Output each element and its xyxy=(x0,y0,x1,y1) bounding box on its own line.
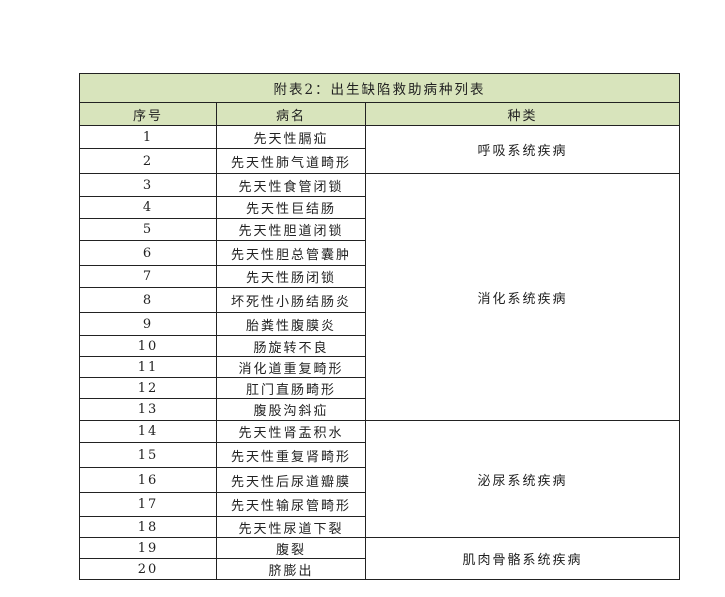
disease-name: 先天性胆总管囊肿 xyxy=(216,240,366,266)
disease-name: 胎粪性腹膜炎 xyxy=(216,312,366,336)
table-row: 3 先天性食管闭锁 消化系统疾病 xyxy=(79,173,680,421)
disease-category: 消化系统疾病 xyxy=(365,173,680,421)
table-row: 4 先天性巨结肠 xyxy=(79,196,680,219)
table-row: 20 脐膨出 xyxy=(79,558,680,580)
disease-name: 消化道重复畸形 xyxy=(216,356,366,378)
header-disease-name: 病名 xyxy=(216,102,366,126)
table-title: 附表2：出生缺陷救助病种列表 xyxy=(79,73,680,103)
disease-category: 呼吸系统疾病 xyxy=(365,125,680,174)
disease-name: 脐膨出 xyxy=(216,558,366,580)
disease-name: 先天性尿道下裂 xyxy=(216,516,366,538)
table-row: 6 先天性胆总管囊肿 xyxy=(79,240,680,266)
row-number: 16 xyxy=(79,467,217,493)
table-row: 17 先天性输尿管畸形 xyxy=(79,492,680,517)
row-number: 6 xyxy=(79,240,217,266)
table-row: 9 胎粪性腹膜炎 xyxy=(79,312,680,336)
row-number: 15 xyxy=(79,442,217,468)
disease-name: 肛门直肠畸形 xyxy=(216,377,366,399)
disease-table: 附表2：出生缺陷救助病种列表 序号 病名 种类 1 先天性膈疝 呼吸系统疾病 2 先天性… xyxy=(79,73,680,580)
table-row: 7 先天性肠闭锁 xyxy=(79,265,680,288)
disease-name: 先天性肺气道畸形 xyxy=(216,148,366,174)
header-category: 种类 xyxy=(365,102,680,126)
disease-category: 肌肉骨骼系统疾病 xyxy=(365,537,680,580)
disease-name: 先天性食管闭锁 xyxy=(216,173,366,197)
disease-name: 先天性后尿道瓣膜 xyxy=(216,467,366,493)
disease-name: 先天性巨结肠 xyxy=(216,196,366,219)
header-number: 序号 xyxy=(79,102,217,126)
row-number: 11 xyxy=(79,356,217,378)
row-number: 18 xyxy=(79,516,217,538)
table-row: 19 腹裂 肌肉骨骼系统疾病 xyxy=(79,537,680,580)
row-number: 7 xyxy=(79,265,217,288)
disease-name: 先天性肾盂积水 xyxy=(216,420,366,443)
table-row: 1 先天性膈疝 呼吸系统疾病 xyxy=(79,125,680,174)
row-number: 17 xyxy=(79,492,217,517)
table-row: 13 腹股沟斜疝 xyxy=(79,398,680,421)
row-number: 20 xyxy=(79,558,217,580)
row-number: 2 xyxy=(79,148,217,174)
disease-name: 先天性胆道闭锁 xyxy=(216,218,366,241)
disease-name: 肠旋转不良 xyxy=(216,335,366,357)
table-row: 14 先天性肾盂积水 泌尿系统疾病 xyxy=(79,420,680,538)
row-number: 14 xyxy=(79,420,217,443)
disease-name: 腹裂 xyxy=(216,537,366,559)
row-number: 3 xyxy=(79,173,217,197)
row-number: 5 xyxy=(79,218,217,241)
disease-name: 先天性膈疝 xyxy=(216,125,366,149)
disease-name: 腹股沟斜疝 xyxy=(216,398,366,421)
row-number: 19 xyxy=(79,537,217,559)
table-row: 16 先天性后尿道瓣膜 xyxy=(79,467,680,493)
row-number: 12 xyxy=(79,377,217,399)
disease-category: 泌尿系统疾病 xyxy=(365,420,680,538)
disease-name: 先天性肠闭锁 xyxy=(216,265,366,288)
disease-name: 先天性输尿管畸形 xyxy=(216,492,366,517)
table-row: 15 先天性重复肾畸形 xyxy=(79,442,680,468)
row-number: 4 xyxy=(79,196,217,219)
row-number: 10 xyxy=(79,335,217,357)
table-row: 10 肠旋转不良 xyxy=(79,335,680,357)
row-number: 8 xyxy=(79,287,217,313)
row-number: 1 xyxy=(79,125,217,149)
disease-name: 先天性重复肾畸形 xyxy=(216,442,366,468)
table-row: 8 坏死性小肠结肠炎 xyxy=(79,287,680,313)
table-row: 12 肛门直肠畸形 xyxy=(79,377,680,399)
row-number: 13 xyxy=(79,398,217,421)
disease-name: 坏死性小肠结肠炎 xyxy=(216,287,366,313)
row-number: 9 xyxy=(79,312,217,336)
